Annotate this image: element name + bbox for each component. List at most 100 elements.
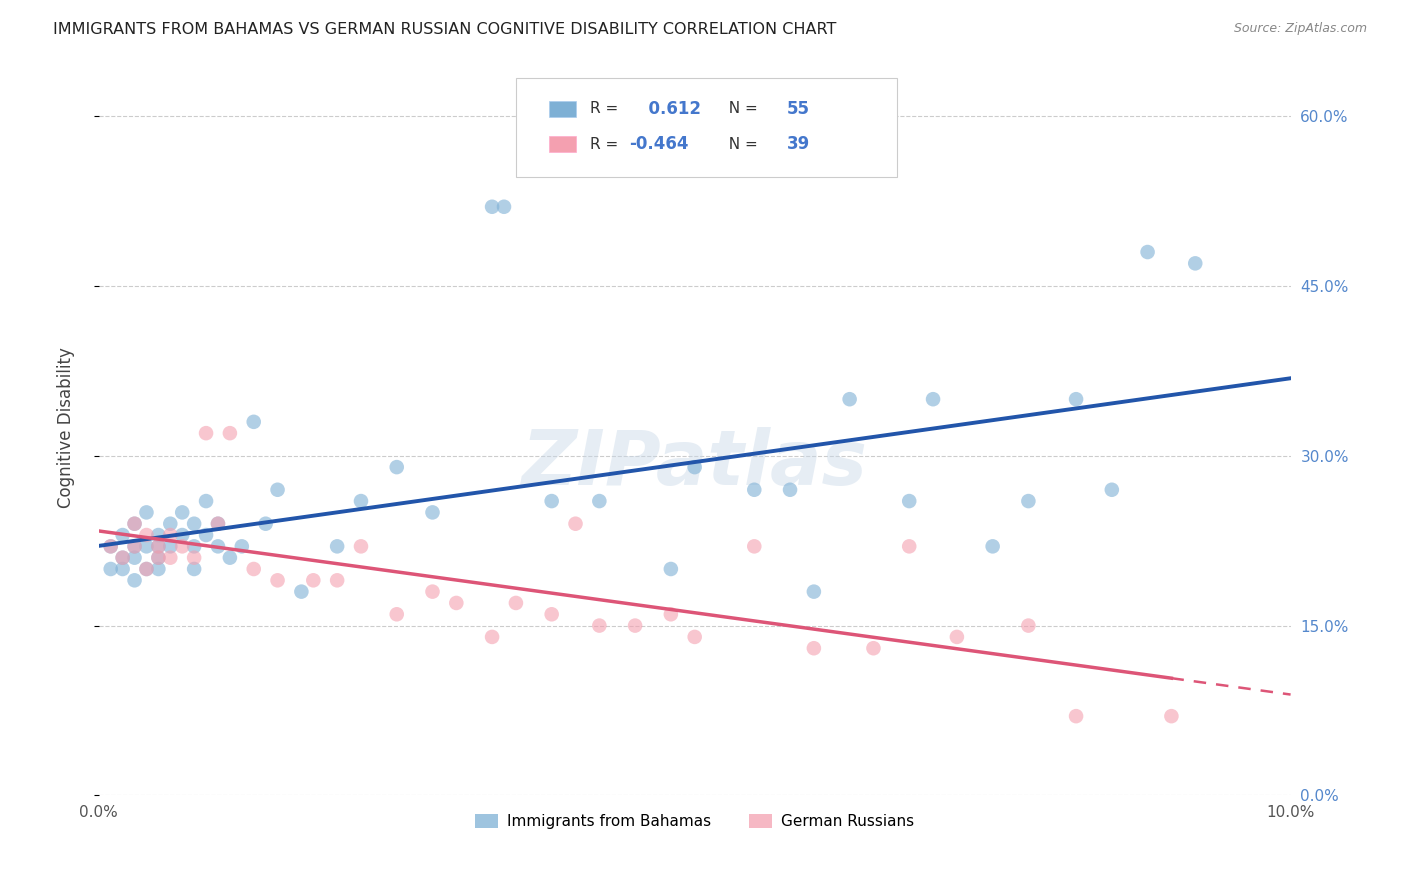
Text: N =: N = xyxy=(718,102,762,116)
Point xyxy=(350,540,373,554)
Text: 55: 55 xyxy=(786,100,810,118)
Point xyxy=(492,200,515,214)
Point xyxy=(481,630,503,644)
Point xyxy=(207,516,229,531)
Point xyxy=(588,618,610,632)
Text: R =: R = xyxy=(589,136,623,152)
Point xyxy=(195,528,218,542)
Point xyxy=(148,540,170,554)
Point xyxy=(100,562,122,576)
Point xyxy=(159,528,181,542)
Point xyxy=(326,540,349,554)
Point xyxy=(326,574,349,588)
Point xyxy=(266,483,288,497)
Point xyxy=(302,574,325,588)
Point xyxy=(1064,709,1087,723)
Text: IMMIGRANTS FROM BAHAMAS VS GERMAN RUSSIAN COGNITIVE DISABILITY CORRELATION CHART: IMMIGRANTS FROM BAHAMAS VS GERMAN RUSSIA… xyxy=(53,22,837,37)
Point xyxy=(505,596,527,610)
Point xyxy=(742,483,765,497)
Legend: Immigrants from Bahamas, German Russians: Immigrants from Bahamas, German Russians xyxy=(468,808,921,836)
Point xyxy=(183,562,205,576)
Point xyxy=(838,392,860,407)
Point xyxy=(183,540,205,554)
Point xyxy=(124,516,146,531)
Point xyxy=(124,574,146,588)
Point xyxy=(207,516,229,531)
Point xyxy=(148,550,170,565)
Point xyxy=(231,540,253,554)
Point xyxy=(898,540,921,554)
Point xyxy=(922,392,945,407)
FancyBboxPatch shape xyxy=(550,136,575,153)
Point xyxy=(624,618,647,632)
Point xyxy=(195,494,218,508)
Point xyxy=(290,584,312,599)
Point xyxy=(219,426,242,441)
Point xyxy=(742,540,765,554)
Point xyxy=(159,540,181,554)
FancyBboxPatch shape xyxy=(516,78,897,178)
Point xyxy=(207,540,229,554)
Point xyxy=(172,540,194,554)
Point xyxy=(195,426,218,441)
Point xyxy=(135,505,157,519)
Y-axis label: Cognitive Disability: Cognitive Disability xyxy=(58,347,75,508)
Point xyxy=(254,516,277,531)
Point xyxy=(540,494,562,508)
Point xyxy=(111,562,134,576)
Point xyxy=(659,607,682,622)
Point xyxy=(135,528,157,542)
Point xyxy=(683,460,706,475)
Point xyxy=(111,550,134,565)
Point xyxy=(1064,392,1087,407)
Point xyxy=(219,550,242,565)
Point xyxy=(124,550,146,565)
Point xyxy=(981,540,1004,554)
Point xyxy=(266,574,288,588)
Point xyxy=(124,540,146,554)
Point xyxy=(183,516,205,531)
Point xyxy=(422,584,444,599)
Point xyxy=(148,550,170,565)
Point xyxy=(659,562,682,576)
Point xyxy=(100,540,122,554)
FancyBboxPatch shape xyxy=(550,101,575,117)
Point xyxy=(100,540,122,554)
Point xyxy=(183,550,205,565)
Point xyxy=(683,630,706,644)
Point xyxy=(588,494,610,508)
Point xyxy=(385,460,408,475)
Point xyxy=(422,505,444,519)
Point xyxy=(540,607,562,622)
Point xyxy=(148,562,170,576)
Point xyxy=(111,550,134,565)
Point xyxy=(159,550,181,565)
Point xyxy=(1017,618,1039,632)
Point xyxy=(1160,709,1182,723)
Point xyxy=(172,528,194,542)
Point xyxy=(148,540,170,554)
Text: 39: 39 xyxy=(786,136,810,153)
Point xyxy=(803,584,825,599)
Point xyxy=(124,516,146,531)
Text: 0.612: 0.612 xyxy=(637,100,702,118)
Point xyxy=(946,630,969,644)
Point xyxy=(803,641,825,656)
Point xyxy=(1184,256,1206,270)
Point xyxy=(159,516,181,531)
Point xyxy=(242,562,264,576)
Point xyxy=(111,528,134,542)
Point xyxy=(242,415,264,429)
Point xyxy=(385,607,408,622)
Point xyxy=(135,540,157,554)
Point xyxy=(446,596,468,610)
Text: N =: N = xyxy=(718,136,762,152)
Text: ZIPatlas: ZIPatlas xyxy=(522,427,868,501)
Point xyxy=(898,494,921,508)
Point xyxy=(350,494,373,508)
Point xyxy=(1136,245,1159,260)
Point xyxy=(135,562,157,576)
Text: -0.464: -0.464 xyxy=(628,136,689,153)
Text: Source: ZipAtlas.com: Source: ZipAtlas.com xyxy=(1233,22,1367,36)
Point xyxy=(1017,494,1039,508)
